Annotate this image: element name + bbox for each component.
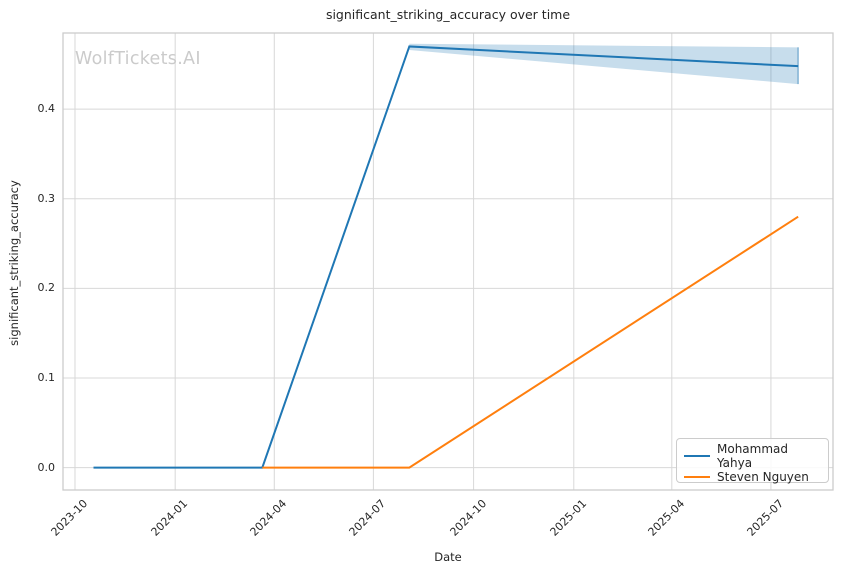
y-tick-label: 0.3 <box>37 191 56 205</box>
series-line-steven-nguyen <box>262 215 799 469</box>
y-tick-label: 0.0 <box>37 460 56 474</box>
y-tick-label: 0.2 <box>37 281 56 295</box>
legend-line-sample <box>684 455 710 457</box>
watermark-text: WolfTickets.AI <box>75 49 201 69</box>
series-line-mohammad-yahya <box>93 45 799 469</box>
legend-item: Steven Nguyen <box>684 470 821 484</box>
legend: Mohammad Yahya Steven Nguyen <box>676 438 829 484</box>
y-axis-label: significant_striking_accuracy <box>7 180 21 346</box>
plot-border <box>62 32 834 491</box>
y-tick-label: 0.1 <box>37 370 56 384</box>
chart-title: significant_striking_accuracy over time <box>325 7 571 22</box>
legend-line-sample <box>684 476 710 478</box>
legend-label: Mohammad Yahya <box>717 442 789 470</box>
legend-item: Mohammad Yahya <box>684 442 821 470</box>
y-tick-label: 0.4 <box>37 102 56 116</box>
confidence-band <box>409 43 799 85</box>
legend-label: Steven Nguyen <box>717 470 809 484</box>
x-axis-label: Date <box>434 550 462 564</box>
